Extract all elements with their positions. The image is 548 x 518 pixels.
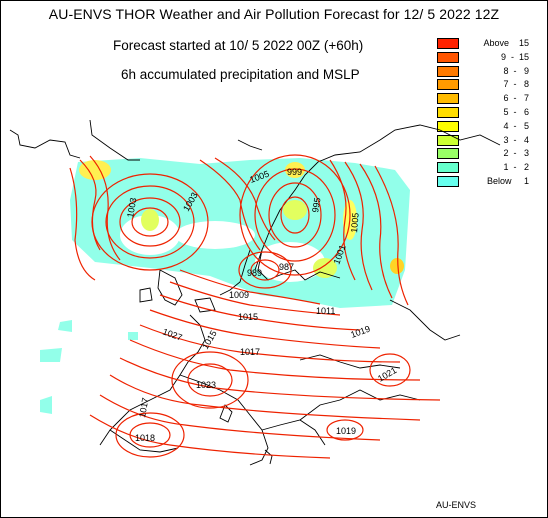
legend-row: 8 - 9 xyxy=(437,65,545,79)
legend-label: 4 - 5 xyxy=(503,120,529,131)
isobar-label: 1019 xyxy=(349,324,371,340)
isobar-label: 1015 xyxy=(238,312,258,322)
precipitation-legend: Above 15 9 - 15 8 - 9 7 - 8 6 - 7 5 - 6 … xyxy=(437,37,545,189)
isobar-label: 1009 xyxy=(229,290,249,300)
legend-swatch xyxy=(437,106,459,118)
isobar-label: 999 xyxy=(287,167,302,177)
legend-row: 3 - 4 xyxy=(437,134,545,148)
isobar-layer xyxy=(69,154,441,459)
legend-swatch xyxy=(437,65,459,77)
legend-swatch xyxy=(437,51,459,63)
product-description: 6h accumulated precipitation and MSLP xyxy=(121,67,360,82)
isobar-label: 1021 xyxy=(376,365,398,384)
isobar-label: 1023 xyxy=(196,380,216,390)
legend-label: 1 - 2 xyxy=(503,162,529,173)
isobar-label: 1017 xyxy=(137,397,150,418)
legend-row: 4 - 5 xyxy=(437,120,545,134)
legend-swatch xyxy=(437,38,459,49)
legend-swatch xyxy=(437,134,459,146)
legend-row: 6 - 7 xyxy=(437,92,545,106)
legend-label: 8 - 9 xyxy=(503,65,529,76)
legend-row: 2 - 3 xyxy=(437,147,545,161)
forecast-start-text: Forecast started at 10/ 5 2022 00Z (+60h… xyxy=(113,38,364,53)
legend-label: 5 - 6 xyxy=(503,106,529,117)
legend-swatch xyxy=(437,79,459,91)
legend-label: 9 - 15 xyxy=(500,51,529,62)
legend-row: 1 - 2 xyxy=(437,161,545,175)
legend-swatch xyxy=(437,93,459,105)
isobar-label: 987 xyxy=(279,262,294,272)
legend-label: 2 - 3 xyxy=(503,148,529,159)
isobar-label: 1018 xyxy=(135,433,155,443)
isobar-label: 1027 xyxy=(161,326,183,342)
legend-row: 5 - 6 xyxy=(437,106,545,120)
isobar-label: 1017 xyxy=(240,347,260,357)
source-credit: AU-ENVS xyxy=(436,500,477,510)
isobar-label: 989 xyxy=(247,268,262,278)
isobar-label: 1019 xyxy=(336,426,356,436)
legend-label: 3 - 4 xyxy=(503,134,529,145)
legend-row: 9 - 15 xyxy=(437,51,545,65)
coastline-layer xyxy=(9,119,501,466)
forecast-map: 1003 1005 1003 999 995 1005 1001 989 987… xyxy=(9,119,501,466)
legend-label: Below 1 xyxy=(486,175,529,186)
legend-swatch xyxy=(437,148,459,160)
legend-row: Below 1 xyxy=(437,175,545,189)
legend-swatch xyxy=(437,175,459,187)
isobar-label-layer: 1003 1005 1003 999 995 1005 1001 989 987… xyxy=(125,167,398,443)
isobar-label: 1003 xyxy=(125,197,138,218)
isobar-label: 995 xyxy=(310,197,322,214)
legend-label: 6 - 7 xyxy=(503,93,529,104)
map-title: AU-ENVS THOR Weather and Air Pollution F… xyxy=(48,6,500,22)
legend-swatch xyxy=(437,120,459,132)
legend-row: 7 - 8 xyxy=(437,78,545,92)
legend-label: 7 - 8 xyxy=(503,79,529,90)
legend-row: Above 15 xyxy=(437,37,545,51)
legend-swatch xyxy=(437,162,459,174)
isobar-label: 1011 xyxy=(316,306,335,316)
legend-label: Above 15 xyxy=(483,38,529,48)
isobar-label: 1005 xyxy=(349,212,361,233)
